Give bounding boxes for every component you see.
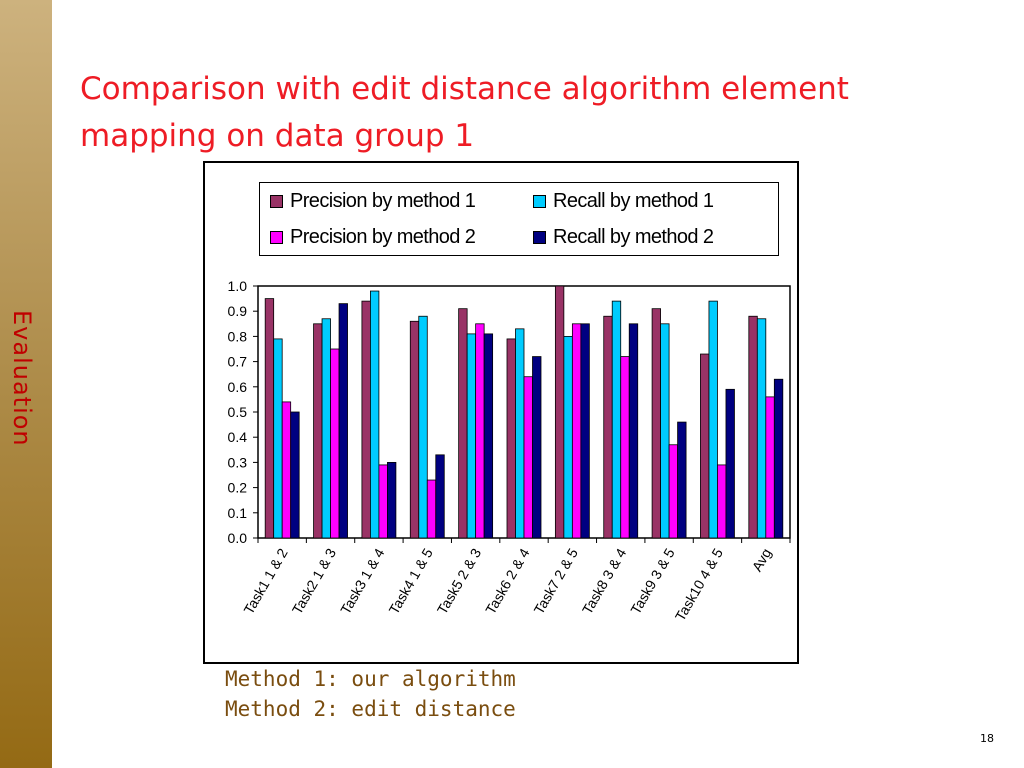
y-tick-label-3: 0.3 [228,454,248,470]
legend-item-recall-method-2: Recall by method 2 [533,225,714,249]
bar-s2-c4 [475,323,485,539]
bar-s0-c0 [264,298,275,539]
bar-s0-c3 [409,320,420,539]
y-tick-label-4: 0.4 [228,429,248,445]
legend-item-precision-method-1: Precision by method 1 [270,189,476,213]
legend-item-recall-method-1: Recall by method 1 [533,189,714,213]
y-tick-label-1: 0.1 [228,505,248,521]
legend-label-precision-method-2: Precision by method 2 [290,225,476,248]
x-tick-label-5: Task6 2 & 4 [482,545,533,617]
note-method-1: Method 1: our algorithm [225,667,516,691]
bar-s1-c2 [370,290,380,539]
bar-s3-c6 [580,323,590,539]
bar-s1-c1 [321,318,331,539]
bar-s2-c8 [668,444,678,539]
chart-legend: Precision by method 1 Recall by method 1… [259,182,779,256]
section-label: Evaluation [8,310,36,447]
bar-s0-c6 [554,285,565,539]
bar-chart: 0.0 0.1 0.2 0.3 0.4 0.5 0.6 0.7 0.8 0.9 1.0 Task1 1… [228,278,791,624]
legend-item-precision-method-2: Precision by method 2 [270,225,476,249]
legend-swatch-precision-method-1 [270,194,283,208]
bar-s2-c5 [523,376,533,539]
page-number: 18 [980,732,994,745]
bar-s1-c3 [418,315,428,539]
bar-s2-c3 [426,479,437,539]
legend-swatch-recall-method-2 [533,230,546,244]
bar-s1-c10 [756,318,767,539]
y-tick-label-10: 1.0 [228,278,248,294]
bar-s1-c9 [708,300,718,539]
bar-s3-c5 [532,356,542,539]
bar-s0-c1 [313,323,323,539]
bar-s2-c7 [620,356,630,539]
x-tick-label-0: Task1 1 & 2 [240,545,291,617]
bar-s3-c10 [773,378,784,539]
y-tick-label-5: 0.5 [228,404,248,420]
bar-s2-c2 [378,464,388,539]
x-tick-label-9: Task10 4 & 5 [672,545,726,623]
bar-s0-c2 [361,300,371,539]
slide-title: Comparison with edit distance algorithm … [80,66,960,160]
legend-swatch-recall-method-1 [533,194,546,208]
y-tick-label-9: 0.9 [228,303,248,319]
x-tick-label-8: Task9 3 & 5 [627,545,678,617]
x-tick-label-1: Task2 1 & 3 [289,545,340,617]
x-tick-label-2: Task3 1 & 4 [337,545,388,617]
bar-s3-c4 [483,333,494,539]
x-tick-label-7: Task8 3 & 4 [579,545,630,617]
note-method-2: Method 2: edit distance [225,697,516,721]
y-tick-label-6: 0.6 [228,379,248,395]
bar-s1-c6 [563,335,573,539]
y-tick-label-0: 0.0 [228,530,248,546]
method-notes: Method 1: our algorithm Method 2: edit d… [225,664,516,724]
chart-frame: 0.0 0.1 0.2 0.3 0.4 0.5 0.6 0.7 0.8 0.9 1.0 Task1 1… [203,161,799,664]
y-tick-label-7: 0.7 [228,354,248,370]
bar-s3-c1 [338,303,348,539]
slide-title-line-2: mapping on data group 1 [80,118,475,154]
bar-s3-c9 [725,388,735,539]
bar-s2-c9 [717,464,727,539]
bar-s3-c8 [677,421,687,539]
bar-s2-c10 [765,396,775,539]
x-tick-label-3: Task4 1 & 5 [385,545,436,617]
legend-label-recall-method-2: Recall by method 2 [553,225,714,248]
legend-label-recall-method-1: Recall by method 1 [553,189,714,212]
bar-s0-c8 [651,308,661,539]
bar-s3-c7 [628,323,639,539]
bar-s0-c9 [700,353,710,539]
bar-s3-c3 [435,454,445,539]
slide-title-line-1: Comparison with edit distance algorithm … [80,71,849,107]
x-tick-label-6: Task7 2 & 5 [531,545,582,617]
bar-s1-c4 [466,333,477,539]
bar-s3-c2 [387,461,397,539]
legend-swatch-precision-method-2 [270,230,283,244]
bar-s1-c5 [515,328,525,539]
bar-s2-c0 [281,401,292,539]
bar-s1-c8 [660,323,670,539]
y-tick-label-8: 0.8 [228,328,248,344]
x-tick-label-10: Avg [749,546,775,575]
bar-s0-c4 [458,308,468,539]
x-tick-label-4: Task5 2 & 3 [434,545,485,617]
bar-s2-c6 [571,323,582,539]
y-tick-label-2: 0.2 [228,480,248,496]
bar-s2-c1 [330,348,340,539]
bar-s0-c7 [603,315,613,539]
bar-s0-c5 [506,338,516,539]
sidebar-band: Evaluation [0,0,52,768]
legend-label-precision-method-1: Precision by method 1 [290,189,476,212]
bar-s1-c7 [611,300,622,539]
bar-s3-c0 [290,411,300,539]
bar-s0-c10 [748,315,758,539]
bar-s1-c0 [273,338,283,539]
